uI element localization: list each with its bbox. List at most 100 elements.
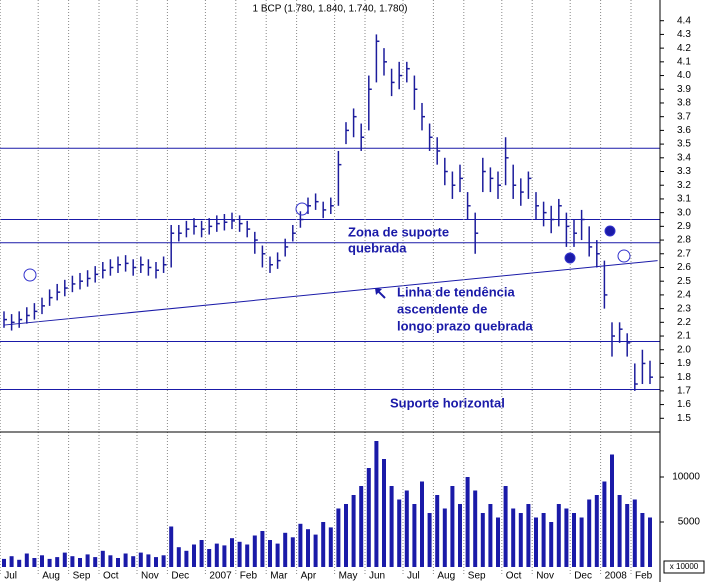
- volume-bar: [207, 549, 212, 567]
- volume-bar: [602, 481, 607, 567]
- volume-bar: [146, 554, 151, 567]
- volume-bar: [473, 490, 478, 567]
- volume-bar: [427, 513, 432, 567]
- volume-bar: [260, 531, 265, 567]
- volume-bar: [503, 486, 508, 567]
- volume-bar: [161, 555, 166, 567]
- volume-bar: [230, 538, 234, 567]
- volume-bar: [458, 504, 462, 567]
- x-tick-label: Feb: [635, 571, 653, 582]
- volume-bar: [648, 517, 652, 567]
- volume-bar: [336, 508, 341, 567]
- volume-bar: [252, 535, 257, 567]
- x-tick-label: Mar: [270, 571, 288, 582]
- y-tick-label: 2.1: [677, 331, 691, 342]
- volume-bar: [549, 522, 554, 567]
- volume-bar: [123, 553, 128, 567]
- y-tick-label: 4.4: [677, 15, 691, 26]
- annotation: Linha de tendência: [397, 284, 516, 299]
- volume-bar: [541, 513, 546, 567]
- x-tick-label: May: [339, 571, 358, 582]
- volume-bar: [564, 508, 569, 567]
- volume-bar: [382, 459, 386, 567]
- x-tick-label: Aug: [437, 571, 455, 582]
- volume-bar: [374, 441, 379, 567]
- volume-bar: [435, 495, 440, 567]
- y-tick-label: 2.6: [677, 262, 691, 273]
- y-tick-label: 3.5: [677, 139, 691, 150]
- volume-bar: [24, 553, 29, 567]
- volume-bar: [518, 513, 523, 567]
- x-tick-label: 2007: [209, 571, 232, 582]
- y-tick-label: 4.3: [677, 29, 691, 40]
- y-tick-label: 3.4: [677, 152, 691, 163]
- volume-bar: [488, 504, 493, 567]
- volume-bar: [526, 504, 531, 567]
- chart-title: 1 BCP (1.780, 1.840, 1.740, 1.780): [253, 4, 408, 15]
- volume-bar: [594, 495, 599, 567]
- volume-bar: [176, 547, 181, 567]
- volume-bar: [420, 481, 424, 567]
- volume-bar: [169, 526, 174, 567]
- x-tick-label: Aug: [42, 571, 60, 582]
- x-tick-label: Oct: [103, 571, 119, 582]
- volume-bar: [138, 552, 143, 567]
- y-tick-label: 1.5: [677, 413, 691, 424]
- x-tick-label: Dec: [171, 571, 189, 582]
- volume-bar: [47, 558, 52, 567]
- x-tick-label: Jul: [4, 571, 17, 582]
- y-tick-label: 2.9: [677, 221, 691, 232]
- x-tick-label: Jun: [369, 571, 385, 582]
- volume-bar: [192, 544, 196, 567]
- y-tick-label: 3.0: [677, 207, 691, 218]
- volume-bar: [116, 558, 120, 567]
- y-tick-label: 3.3: [677, 166, 691, 177]
- y-tick-label: 2.2: [677, 317, 691, 328]
- volume-bar: [610, 454, 614, 567]
- y-tick-label: 10000: [672, 472, 700, 483]
- unit-box: [663, 560, 705, 574]
- volume-bar: [100, 550, 105, 567]
- x-tick-label: Oct: [506, 571, 522, 582]
- volume-bar: [344, 504, 348, 567]
- y-tick-label: 3.1: [677, 194, 691, 205]
- y-tick-label: 4.2: [677, 43, 691, 54]
- volume-bar: [366, 468, 371, 567]
- volume-bar: [70, 556, 75, 567]
- y-tick-label: 5000: [678, 517, 701, 528]
- volume-bar: [108, 555, 113, 567]
- volume-bar: [214, 543, 219, 567]
- x-tick-label: Sep: [73, 571, 91, 582]
- volume-bar: [442, 508, 447, 567]
- volume-bar: [184, 550, 189, 567]
- volume-bar: [412, 504, 417, 567]
- volume-bar: [40, 555, 44, 567]
- y-tick-label: 3.7: [677, 111, 691, 122]
- volume-bar: [640, 513, 645, 567]
- volume-bar: [55, 557, 60, 567]
- x-tick-label: Dec: [574, 571, 592, 582]
- volume-bar: [587, 499, 592, 567]
- volume-bar: [78, 558, 82, 567]
- smiley-icons: [23, 202, 631, 282]
- annotation: Zona de suporte: [348, 224, 449, 239]
- y-tick-label: 4.0: [677, 70, 691, 81]
- volume-bar: [496, 517, 500, 567]
- volume-bar: [275, 543, 280, 567]
- volume-bar: [298, 523, 303, 567]
- volume-bar: [131, 556, 136, 567]
- volume-bar: [556, 504, 561, 567]
- y-tick-label: 1.6: [677, 399, 691, 410]
- arrow: [375, 288, 386, 299]
- y-tick-label: 3.2: [677, 180, 691, 191]
- volume-bar: [85, 554, 90, 567]
- volume-bar: [625, 504, 630, 567]
- y-tick-label: 2.5: [677, 276, 691, 287]
- x-tick-label: Apr: [301, 571, 317, 582]
- y-tick-label: 1.8: [677, 372, 691, 383]
- x-tick-label: Feb: [240, 571, 258, 582]
- volume-bar: [511, 508, 516, 567]
- volume-bar: [32, 558, 37, 567]
- volume-bar: [154, 557, 158, 567]
